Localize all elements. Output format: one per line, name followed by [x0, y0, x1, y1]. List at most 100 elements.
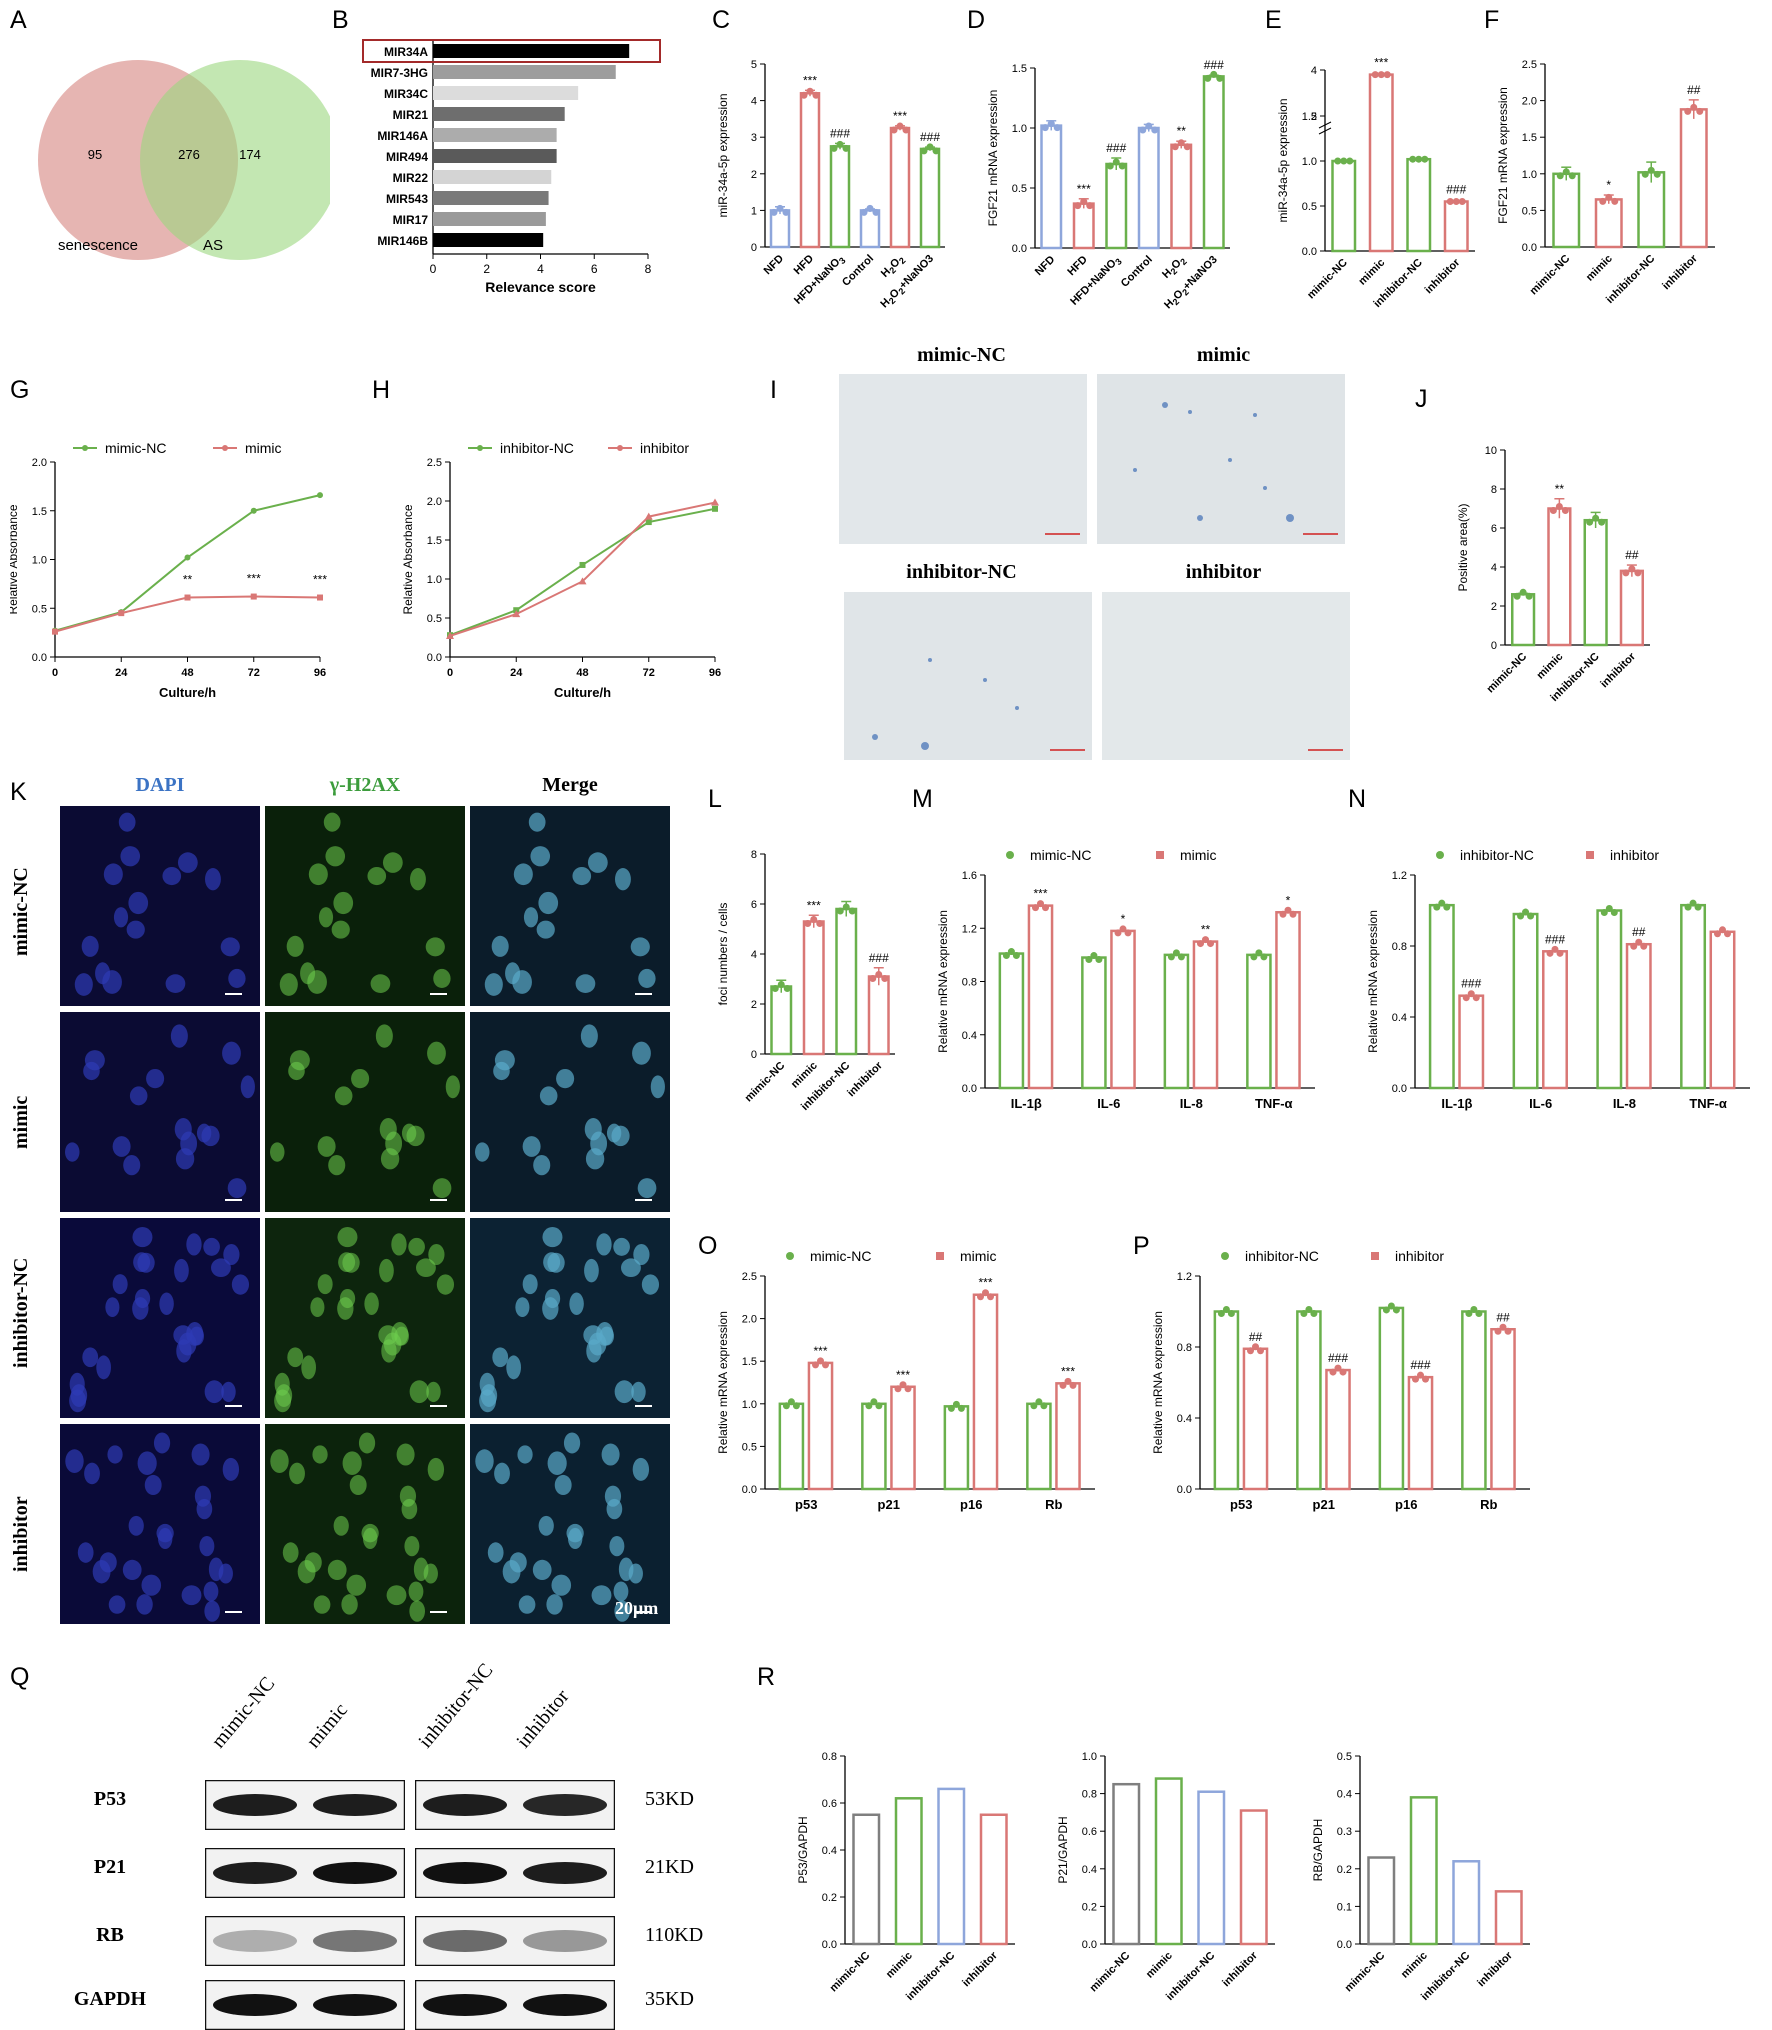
nucleus	[572, 866, 592, 886]
image-background	[470, 1424, 670, 1624]
y-tick-label: 0.5	[32, 603, 47, 615]
y-tick-label: 0.8	[822, 1751, 837, 1763]
wb-lane-label: mimic-NC	[207, 1672, 280, 1753]
data-point	[1640, 942, 1648, 950]
y-tick-label: 0.4	[1177, 1413, 1192, 1425]
significance-label: ***	[1061, 1364, 1075, 1378]
nucleus	[518, 1595, 536, 1614]
data-point	[842, 144, 850, 152]
data-point	[578, 577, 587, 585]
x-tick-label: 48	[576, 667, 588, 679]
x-tick-label: NFD	[1033, 254, 1058, 279]
panel-label-r: R	[757, 1663, 776, 1691]
blot-band	[423, 1794, 507, 1816]
bar	[1202, 75, 1225, 250]
legend-marker	[477, 445, 483, 451]
y-tick-label: MIR7-3HG	[371, 66, 428, 80]
bar	[1192, 940, 1219, 1090]
panel-label-p: P	[1133, 1232, 1150, 1260]
nucleus	[494, 1050, 515, 1071]
data-point	[1284, 906, 1292, 914]
legend-label: inhibitor-NC	[1460, 847, 1534, 863]
y-tick-label: 1.5	[427, 535, 442, 547]
significance-label: ###	[1410, 1358, 1430, 1372]
x-tick-label: TNF-α	[1255, 1096, 1293, 1111]
staining-panel: mimic-NC mimic inhibitor-NC inhibitor	[835, 340, 1355, 760]
data-point	[816, 920, 824, 927]
venn-label-as: AS	[203, 237, 223, 254]
data-point	[1012, 952, 1020, 960]
legend-label: inhibitor	[1395, 1248, 1444, 1264]
significance-label: **	[183, 573, 193, 587]
legend-marker	[1221, 1252, 1229, 1260]
panel-label-n: N	[1348, 785, 1367, 813]
data-point	[1634, 569, 1642, 577]
data-point	[1586, 518, 1594, 526]
panel-label-q: Q	[10, 1663, 30, 1691]
panel-label-e: E	[1265, 6, 1282, 34]
nucleus	[632, 1041, 651, 1065]
data-point	[1207, 940, 1214, 948]
wb-protein-label: RB	[96, 1924, 124, 1946]
y-tick-label: 10	[1485, 445, 1497, 457]
x-tick-label: mimic-NC	[743, 1060, 788, 1105]
if-image	[265, 806, 465, 1006]
data-point	[1499, 1323, 1507, 1331]
nucleus	[618, 1557, 634, 1582]
chart-j: 0 2 4 6 8 10 Positive area(%) mimic-NC ** mimic in…	[1456, 445, 1650, 704]
data-point	[865, 1402, 873, 1410]
nucleus	[426, 1381, 441, 1403]
nucleus	[556, 1068, 575, 1089]
data-point	[771, 985, 779, 992]
y-tick-label: 0.0	[1012, 243, 1027, 255]
data-point	[896, 122, 904, 130]
x-tick-label: NFD	[762, 253, 787, 278]
y-tick-label: 0.0	[962, 1083, 977, 1095]
bar	[1596, 909, 1623, 1090]
chart-l: 0 2 4 6 8 foci numbers / cells mimic-NC *** mimi…	[716, 849, 895, 1113]
nucleus	[522, 1274, 538, 1295]
significance-label: ###	[869, 951, 889, 965]
y-tick-label: 1.0	[427, 574, 442, 586]
data-point	[1555, 503, 1563, 510]
panel-label-m: M	[912, 785, 933, 813]
bar	[1368, 73, 1394, 253]
nucleus	[386, 1585, 407, 1606]
x-tick-label: p53	[795, 1497, 817, 1512]
nucleus	[638, 968, 656, 989]
data-point	[1622, 569, 1630, 577]
data-point	[1139, 126, 1147, 134]
nucleus	[307, 970, 327, 994]
nucleus	[222, 1041, 241, 1065]
nucleus	[105, 1297, 120, 1318]
if-row-label: inhibitor	[10, 1496, 32, 1572]
bar	[1105, 162, 1128, 250]
x-axis-label: Culture/h	[554, 685, 611, 700]
staining-label-inhibitor: inhibitor	[1185, 561, 1262, 583]
data-point	[870, 1398, 878, 1406]
nucleus	[196, 1123, 212, 1143]
nucleus	[650, 1075, 665, 1099]
data-point	[869, 975, 877, 982]
significance-label: ###	[1446, 183, 1466, 197]
bar	[859, 209, 881, 249]
bar	[1378, 1306, 1405, 1491]
panel-label-g: G	[10, 376, 30, 404]
data-point	[812, 1361, 819, 1369]
wb-blot	[205, 1980, 405, 2030]
significance-label: ***	[247, 572, 261, 586]
staining-image-mimic	[1097, 374, 1345, 544]
data-point	[645, 519, 652, 526]
nucleus	[530, 846, 551, 867]
data-point	[1409, 155, 1417, 163]
nucleus	[170, 1024, 188, 1048]
data-point	[1513, 592, 1521, 600]
y-tick-label: 0.4	[822, 1845, 837, 1857]
significance-label: ***	[1033, 887, 1047, 901]
bar	[1197, 1790, 1226, 1946]
legend-marker	[82, 445, 88, 451]
nucleus	[204, 867, 221, 891]
y-axis-label: Relative mRNA expression	[1151, 1311, 1165, 1454]
data-point	[1383, 71, 1391, 79]
nucleus	[279, 973, 298, 996]
